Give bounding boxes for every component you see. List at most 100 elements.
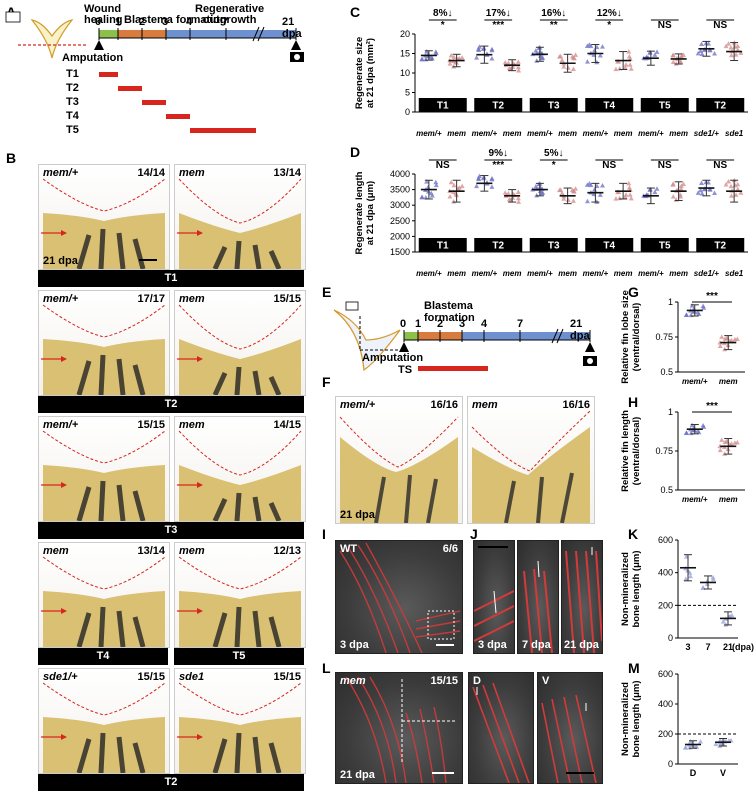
data-point [719, 334, 725, 339]
category-label: mem [447, 129, 466, 138]
category-label: mem [503, 129, 522, 138]
data-point [584, 59, 590, 64]
y-tick-label: 600 [658, 535, 673, 545]
data-point [705, 41, 711, 46]
significance-label: NS [658, 20, 672, 31]
data-point [728, 193, 734, 198]
photo-j-3dpa: 3 dpa [473, 540, 515, 654]
data-point [540, 55, 546, 60]
data-point [558, 53, 564, 59]
photo-f-right: mem 16/16 [467, 396, 595, 524]
data-point [571, 189, 577, 194]
data-point [734, 336, 740, 342]
amputation-label-e: Amputation [362, 352, 424, 364]
treatment-bar-t3 [142, 100, 166, 105]
photo-b-row4-right: mem 12/13 [174, 542, 306, 648]
percent-label: 17%↓ [486, 8, 511, 19]
significance-label: NS [436, 160, 450, 171]
data-point [713, 741, 719, 747]
significance-label: * [607, 20, 611, 31]
y-tick-label: 2500 [390, 216, 410, 226]
treatment-bar-t5 [190, 128, 256, 133]
data-point [735, 186, 741, 192]
data-point [459, 55, 465, 60]
data-point [712, 190, 718, 195]
data-point [701, 424, 707, 429]
data-point [506, 196, 512, 202]
data-point [726, 178, 732, 184]
data-point [597, 53, 603, 58]
data-point [684, 430, 690, 435]
panel-label-f: F [322, 374, 331, 390]
data-point [516, 68, 522, 73]
data-point [701, 305, 707, 310]
treatment-bar-ts [418, 366, 488, 371]
category-label: mem [447, 269, 466, 278]
data-point [680, 52, 686, 58]
data-point [515, 189, 521, 195]
data-point [433, 50, 439, 56]
y-tick-label: 1 [668, 407, 673, 417]
photo-f-left: mem/+ 16/16 21 dpa [335, 396, 463, 524]
data-point [561, 196, 567, 201]
data-point [704, 581, 710, 586]
phase-blastema-label: Blastema formation [124, 14, 227, 26]
group-label: T4 [603, 241, 615, 252]
significance-label: NS [602, 160, 616, 171]
group-label: T3 [548, 241, 560, 252]
y-tick-label: 400 [658, 699, 673, 709]
data-point [698, 48, 704, 53]
group-label: T5 [659, 101, 671, 112]
data-point [558, 187, 564, 192]
y-axis-label: Relative fin lobe size [620, 290, 631, 383]
group-box [640, 238, 689, 252]
percent-label: 16%↓ [541, 8, 566, 19]
data-point [428, 190, 434, 196]
panel-label-c: C [350, 4, 361, 20]
category-label: sde1/+ [694, 129, 719, 138]
data-point [515, 195, 521, 201]
chart-c: 0 5 10 15 20 Regenerate size at 21 dpa (mm²) me… [354, 8, 748, 138]
category-label: mem [614, 129, 633, 138]
data-point [699, 51, 705, 57]
treatment-bar-b-row2: T2 [38, 396, 304, 413]
data-point [570, 198, 576, 203]
y-axis-label: Regenerate length [354, 171, 365, 254]
data-point [571, 55, 577, 61]
data-point [423, 195, 429, 200]
data-point [670, 194, 676, 199]
data-point [489, 56, 495, 61]
data-point [561, 64, 567, 69]
photo-b-row3-right: mem 14/15 [174, 416, 306, 522]
y-axis-label: Relative fin length [620, 410, 631, 492]
group-label: T4 [603, 101, 615, 112]
data-point [559, 190, 565, 196]
photo-j-21dpa: 21 dpa [561, 540, 603, 654]
data-point [451, 54, 457, 60]
data-point [424, 179, 430, 184]
data-point [689, 303, 695, 308]
data-point [733, 52, 739, 57]
category-label: mem [614, 269, 633, 278]
chart-k: 0 200 400 600 Non-mineralized bone length (μm… [620, 535, 754, 652]
data-point [683, 576, 689, 581]
category-label: mem/+ [583, 129, 609, 138]
significance-label: NS [658, 160, 672, 171]
treatment-bar-t2 [118, 86, 142, 91]
treatment-bar-t4 [166, 114, 190, 119]
y-axis-label: at 21 dpa (μm) [365, 181, 376, 245]
panel-e-timeline [333, 301, 597, 372]
data-point [654, 49, 660, 54]
data-point [712, 51, 718, 56]
data-point [687, 573, 693, 579]
data-point [722, 346, 728, 352]
y-tick-label: 0 [668, 759, 673, 769]
category-label: sde1 [725, 129, 744, 138]
phase-wound-label: Wound healing [84, 3, 123, 26]
data-point [627, 192, 633, 197]
data-point [726, 738, 732, 743]
data-point [697, 739, 703, 744]
data-point [573, 52, 579, 57]
panel-label-m: M [628, 660, 640, 676]
fin-icon-e [333, 301, 402, 372]
